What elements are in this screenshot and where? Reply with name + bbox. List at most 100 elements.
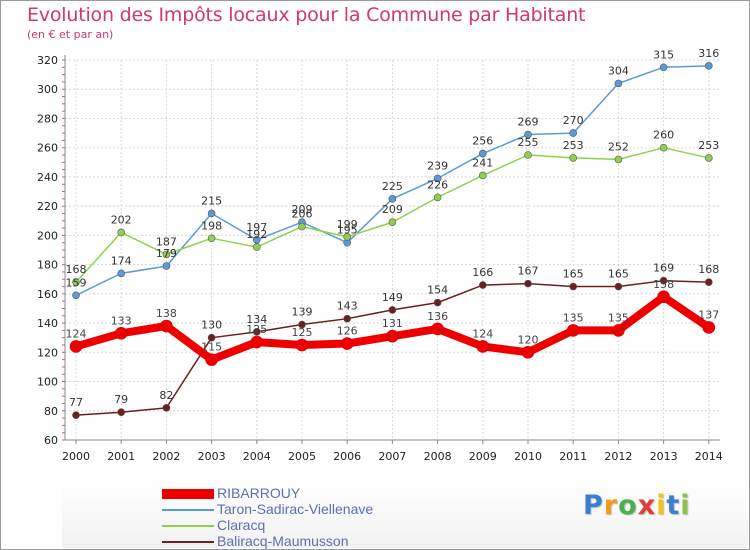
data-label: 165: [563, 268, 584, 281]
legend-swatch: [162, 509, 214, 511]
data-label: 133: [111, 314, 132, 327]
y-tick-label: 120: [37, 346, 58, 359]
data-label: 215: [201, 194, 222, 207]
legend-label: Baliracq-Maumusson: [217, 533, 349, 549]
data-point: [252, 243, 261, 251]
data-label: 125: [246, 323, 267, 336]
data-point: [569, 129, 578, 137]
data-point: [433, 298, 442, 307]
y-tick-label: 80: [44, 405, 58, 418]
legend-swatch: [162, 525, 214, 527]
data-label: 82: [159, 389, 173, 402]
data-label: 138: [156, 307, 177, 320]
data-point: [433, 174, 442, 183]
data-point: [343, 314, 352, 323]
data-label: 253: [563, 139, 584, 152]
data-point: [72, 278, 80, 286]
y-tick-label: 300: [37, 83, 58, 96]
data-point: [72, 411, 80, 419]
data-point: [298, 222, 306, 231]
data-label: 115: [201, 341, 222, 354]
legend-label: Claracq: [217, 517, 266, 533]
y-tick-label: 180: [37, 259, 58, 272]
line-chart: 60 80 100 120 140 160 180 200 220 240 260 280 300 320…: [37, 47, 723, 463]
legend-label: Taron-Sadirac-Viellenave: [217, 501, 374, 517]
x-tick-label: 2012: [604, 450, 632, 463]
legend-label: RIBARROUY: [217, 485, 301, 501]
data-label: 154: [427, 284, 448, 297]
data-label: 256: [472, 135, 493, 148]
x-tick-label: 2008: [424, 450, 452, 463]
data-label: 136: [427, 310, 448, 323]
y-tick-label: 100: [37, 376, 58, 389]
data-label: 316: [698, 47, 719, 60]
data-point: [521, 346, 535, 359]
data-point: [569, 154, 578, 162]
legend-swatch: [162, 541, 214, 543]
data-point: [160, 319, 173, 333]
data-label: 167: [518, 265, 539, 278]
data-point: [205, 353, 218, 366]
data-point: [524, 151, 532, 159]
data-point: [207, 333, 216, 342]
data-point: [388, 306, 397, 314]
data-label: 179: [156, 247, 177, 260]
data-point: [162, 250, 171, 259]
y-tick-label: 60: [44, 434, 58, 447]
data-label: 253: [698, 139, 719, 152]
data-label: 169: [653, 262, 674, 275]
data-label: 187: [156, 235, 177, 248]
data-label: 143: [337, 300, 358, 313]
x-tick-label: 2010: [514, 450, 542, 463]
data-point: [207, 209, 216, 218]
data-point: [704, 62, 713, 70]
data-label: 149: [382, 291, 403, 304]
data-point: [614, 155, 623, 164]
data-point: [431, 322, 444, 336]
legend: RIBARROUY Taron-Sadirac-Viellenave Clara…: [62, 480, 748, 549]
y-tick-label: 280: [37, 112, 58, 125]
y-tick-label: 140: [37, 317, 58, 330]
data-point: [295, 338, 309, 352]
data-label: 125: [292, 326, 313, 339]
data-label: 241: [472, 156, 493, 169]
x-tick-label: 2003: [198, 450, 226, 463]
data-point: [162, 404, 171, 412]
data-label: 165: [608, 268, 629, 281]
data-label: 126: [337, 325, 358, 338]
data-label: 195: [337, 224, 358, 237]
data-label: 137: [698, 308, 719, 321]
data-point: [478, 281, 487, 289]
data-point: [117, 228, 125, 237]
data-point: [250, 335, 264, 349]
data-point: [340, 337, 354, 350]
logo-letter: r: [603, 490, 619, 521]
data-point: [524, 279, 532, 288]
data-label: 139: [292, 306, 313, 319]
y-tick-label: 200: [37, 229, 58, 242]
data-point: [657, 290, 670, 304]
data-point: [659, 276, 668, 285]
data-label: 134: [246, 313, 267, 326]
data-label: 159: [66, 276, 87, 289]
data-label: 124: [66, 327, 87, 340]
data-label: 166: [472, 266, 493, 279]
data-label: 158: [653, 278, 674, 291]
x-tick-label: 2011: [559, 450, 587, 463]
data-point: [704, 154, 713, 162]
data-label: 168: [66, 263, 87, 276]
data-point: [566, 324, 580, 337]
x-tick-label: 2007: [378, 450, 406, 463]
data-point: [433, 193, 442, 202]
data-label: 79: [114, 393, 128, 406]
data-point: [704, 278, 713, 286]
x-tick-label: 2001: [107, 450, 135, 463]
data-point: [388, 195, 397, 203]
data-label: 209: [292, 203, 313, 216]
logo-letter: i: [680, 490, 691, 521]
data-point: [69, 340, 83, 353]
data-label: 130: [201, 319, 222, 332]
x-tick-label: 2000: [62, 450, 90, 463]
data-point: [386, 329, 399, 343]
data-label: 135: [608, 311, 629, 324]
